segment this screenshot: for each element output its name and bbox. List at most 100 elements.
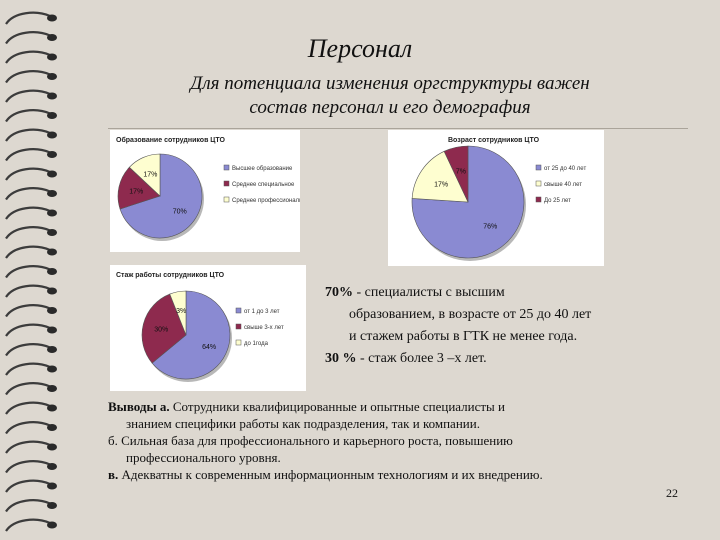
spiral-hole [47, 190, 57, 197]
slice-label: 3% [176, 308, 186, 315]
spiral-ring [5, 50, 51, 64]
pie-slice [141, 293, 187, 364]
education-chart: Образование сотрудников ЦТО 70% 17% 17% Высш… [110, 130, 300, 252]
spiral-hole [47, 170, 57, 178]
chart-title: Возраст сотрудников ЦТО [448, 137, 540, 144]
spiral-ring [5, 460, 51, 474]
spiral-ring [5, 323, 51, 337]
slice-label: 30% [154, 327, 168, 334]
spiral-hole [47, 268, 57, 275]
conclusion-a: Выводы а. Сотрудники квалифицированные и… [108, 398, 668, 415]
spiral-hole [47, 346, 57, 353]
spiral-hole [47, 131, 57, 139]
legend-label: свыше 40 лет [544, 182, 582, 188]
spiral-hole [47, 404, 57, 412]
spiral-ring [5, 401, 51, 415]
spiral-hole [47, 443, 57, 451]
spiral-ring [5, 31, 51, 45]
spiral-ring [5, 226, 51, 240]
spiral-ring [5, 382, 51, 396]
slide-title: Персонал [307, 34, 413, 63]
legend-label: от 1 до 3 лет [244, 309, 280, 315]
spiral-ring [5, 167, 51, 181]
pie-chart-svg: Образование сотрудников ЦТО 70% 17% 17% Высш… [116, 136, 300, 241]
slice-label: 17% [129, 189, 143, 196]
spiral-ring [5, 518, 51, 532]
conclusion-b-cont: профессионального уровня. [126, 450, 281, 465]
legend-swatch [223, 196, 230, 203]
spiral-hole [47, 365, 57, 373]
legend-swatch [535, 196, 542, 203]
spiral-ring [5, 362, 51, 376]
subtitle-line-2: состав персонал и его демография [249, 97, 531, 118]
spiral-hole [47, 502, 57, 509]
spiral-ring [5, 89, 51, 103]
legend-swatch [235, 339, 242, 346]
stat-line-4-text: - стаж более 3 –х лет. [356, 351, 487, 366]
spiral-ring [5, 148, 51, 162]
spiral-hole [47, 248, 57, 256]
spiral-hole [47, 53, 57, 61]
spiral-ring [5, 421, 51, 435]
age-chart: Возраст сотрудников ЦТО 76% 17% 7% от 25 до … [388, 130, 604, 266]
spiral-ring [5, 343, 51, 357]
spiral-ring [5, 187, 51, 201]
legend-label: Среднее профессиональное [232, 198, 300, 204]
spiral-ring [5, 479, 51, 493]
conclusions: Выводы а. Сотрудники квалифицированные и… [108, 398, 668, 483]
spiral-hole [47, 482, 57, 490]
spiral-ring [5, 265, 51, 279]
spiral-ring [5, 499, 51, 513]
subtitle-line-1: Для потенциала изменения оргструктуры ва… [190, 73, 590, 94]
legend-swatch [535, 180, 542, 187]
spiral-hole [47, 287, 57, 295]
page-number: 22 [666, 486, 678, 500]
pie-slice [128, 153, 161, 197]
spiral-ring [5, 284, 51, 298]
spiral-ring [5, 206, 51, 220]
legend-label: Высшее образование [232, 166, 293, 172]
stats-text: 70% - специалисты с высшим образованием,… [325, 282, 685, 370]
spiral-hole [47, 112, 57, 119]
divider [108, 128, 688, 129]
spiral-hole [47, 424, 57, 431]
spiral-ring [5, 128, 51, 142]
pie-slice [169, 290, 187, 336]
spiral-hole [47, 521, 57, 529]
spiral-hole [47, 307, 57, 314]
slice-label: 70% [173, 208, 187, 215]
legend-label: Среднее специальное [232, 182, 295, 188]
pie-slice [117, 166, 161, 210]
spiral-hole [47, 14, 57, 22]
spiral-hole [47, 92, 57, 100]
stat-30-percent: 30 % [325, 351, 357, 366]
stat-70-percent: 70% [325, 285, 353, 300]
pie-slice [151, 290, 231, 380]
legend-swatch [223, 180, 230, 187]
chart-title: Образование сотрудников ЦТО [116, 136, 226, 144]
stats-line-1: 70% - специалисты с высшим [325, 282, 685, 304]
conclusion-c-text: Адекватны к современным информационным т… [118, 467, 543, 482]
slice-label: 64% [202, 344, 216, 351]
legend-swatch [223, 164, 230, 171]
spiral-hole [47, 385, 57, 392]
conclusion-a-text: Сотрудники квалифицированные и опытные с… [169, 399, 505, 414]
spiral-hole [47, 209, 57, 217]
legend-label: свыше 3-х лет [244, 325, 284, 331]
spiral-hole [47, 151, 57, 158]
chart-title: Стаж работы сотрудников ЦТО [116, 271, 225, 279]
pie-chart-svg: Возраст сотрудников ЦТО 76% 17% 7% от 25 до … [411, 137, 586, 261]
conclusion-c: в. Адекватны к современным информационны… [108, 466, 668, 483]
spiral-hole [47, 73, 57, 80]
legend-swatch [235, 323, 242, 330]
spiral-ring [5, 440, 51, 454]
experience-chart: Стаж работы сотрудников ЦТО 64% 30% 3% от 1 … [110, 265, 306, 391]
pie-chart-svg: Стаж работы сотрудников ЦТО 64% 30% 3% от 1 … [116, 271, 284, 382]
legend-label: от 25 до 40 лет [544, 166, 586, 172]
conclusion-a-label: Выводы а. [108, 399, 170, 414]
stats-line-2: образованием, в возрасте от 25 до 40 лет [349, 307, 592, 322]
slide-subtitle: Для потенциала изменения оргструктуры ва… [110, 72, 670, 120]
legend-swatch [535, 164, 542, 171]
spiral-hole [47, 463, 57, 470]
conclusion-c-label: в. [108, 467, 119, 482]
